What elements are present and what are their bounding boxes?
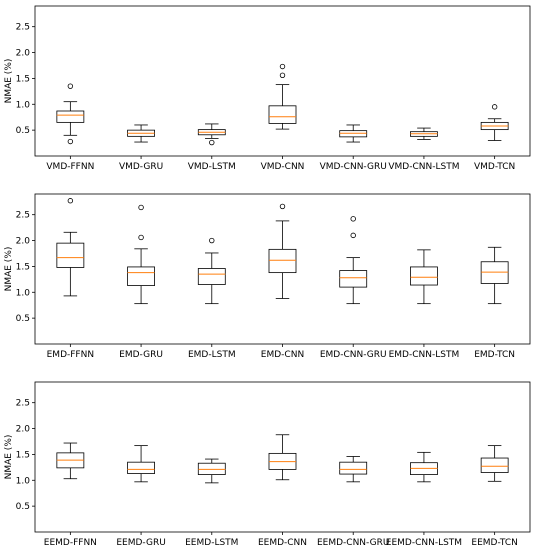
box-eemd-lstm xyxy=(197,458,226,484)
x-tick-label: EMD-GRU xyxy=(119,350,163,360)
outlier-point xyxy=(138,204,144,211)
box-emd-cnn-gru xyxy=(339,216,368,305)
outlier-point xyxy=(209,237,215,244)
y-axis-label: NMAE (%) xyxy=(4,59,14,104)
x-tick-label: EMD-CNN xyxy=(261,350,304,360)
box-vmd-lstm xyxy=(197,123,226,146)
x-tick-label: EMD-FFNN xyxy=(47,350,94,360)
box-vmd-ffnn xyxy=(56,83,85,145)
iqr-box xyxy=(410,266,438,286)
x-tick-label: EEMD-GRU xyxy=(116,538,165,548)
iqr-box xyxy=(127,266,155,286)
y-tick-label: 1.5 xyxy=(16,450,30,460)
y-tick-label: 0.5 xyxy=(16,314,30,324)
x-tick-label: EEMD-LSTM xyxy=(185,538,238,548)
y-tick-label: 0.5 xyxy=(16,502,30,512)
x-tick-label: EMD-TCN xyxy=(474,350,515,360)
iqr-box xyxy=(339,270,368,288)
plot-frame xyxy=(34,193,531,345)
x-tick-label: EEMD-CNN xyxy=(258,538,307,548)
x-tick-label: VMD-TCN xyxy=(474,162,515,172)
x-tick-label: EMD-CNN-LSTM xyxy=(389,350,460,360)
iqr-box xyxy=(480,457,509,473)
box-vmd-cnn-lstm xyxy=(410,127,438,140)
y-tick-label: 1.0 xyxy=(16,476,31,486)
iqr-box xyxy=(127,461,155,474)
iqr-box xyxy=(268,105,297,124)
x-tick-label: EEMD-TCN xyxy=(471,538,517,548)
outlier-point xyxy=(67,138,74,145)
x-tick-label: VMD-CNN-GRU xyxy=(320,162,387,172)
outlier-point xyxy=(67,198,74,204)
plot-frame xyxy=(34,381,531,533)
y-tick-label: 1.0 xyxy=(16,100,31,110)
outlier-point xyxy=(138,234,144,241)
box-emd-cnn-lstm xyxy=(410,249,438,305)
y-tick-label: 0.5 xyxy=(16,126,30,136)
y-axis-label: NMAE (%) xyxy=(4,247,14,292)
iqr-box xyxy=(339,461,368,475)
y-tick-label: 1.5 xyxy=(16,262,30,272)
y-tick-label: 2.5 xyxy=(16,399,30,409)
boxplot-panel-2: 0.5 1.0 1.5 2.0 2.5 NMAE (%) EMD-FFNN EMD-GRU EM… xyxy=(4,193,531,360)
boxplot-panel-3: 0.5 1.0 1.5 2.0 2.5 NMAE (%) EEMD-FFNN EEMD-GRU… xyxy=(4,381,531,548)
boxplot-panel-1: 0.5 1.0 1.5 2.0 2.5 NMAE (%) VMD-FFNN VMD-GRU VM… xyxy=(4,5,531,172)
x-tick-label: EEMD-CNN-LSTM xyxy=(386,538,462,548)
y-axis-label: NMAE (%) xyxy=(4,435,14,480)
box-emd-ffnn xyxy=(56,198,85,297)
outlier-point xyxy=(350,216,356,222)
x-tick-label: VMD-FFNN xyxy=(46,162,94,172)
box-eemd-cnn-gru xyxy=(339,456,368,483)
iqr-box xyxy=(56,110,85,123)
box-eemd-ffnn xyxy=(56,442,85,480)
x-tick-label: EEMD-CNN-GRU xyxy=(317,538,389,548)
box-eemd-cnn-lstm xyxy=(410,451,438,483)
iqr-box xyxy=(197,462,226,475)
y-tick-label: 2.0 xyxy=(16,237,31,247)
y-tick-label: 1.5 xyxy=(16,74,30,84)
x-tick-label: EEMD-FFNN xyxy=(44,538,97,548)
box-vmd-tcn xyxy=(480,104,509,141)
x-tick-label: VMD-LSTM xyxy=(188,162,236,172)
y-tick-label: 2.5 xyxy=(16,23,30,33)
box-eemd-tcn xyxy=(480,445,509,482)
iqr-box xyxy=(56,242,85,268)
box-emd-lstm xyxy=(197,237,226,305)
x-tick-label: EMD-LSTM xyxy=(188,350,236,360)
x-tick-label: VMD-GRU xyxy=(119,162,163,172)
outlier-point xyxy=(279,63,286,70)
outlier-point xyxy=(67,83,74,89)
box-emd-tcn xyxy=(480,246,509,305)
iqr-box xyxy=(339,130,368,138)
plot-frame xyxy=(34,5,531,157)
box-vmd-gru xyxy=(127,124,155,143)
outlier-point xyxy=(491,104,498,110)
y-tick-label: 2.0 xyxy=(16,49,31,59)
iqr-box xyxy=(480,261,509,284)
x-tick-label: VMD-CNN-LSTM xyxy=(388,162,459,172)
x-tick-label: VMD-CNN xyxy=(261,162,305,172)
box-vmd-cnn-gru xyxy=(339,124,368,143)
outlier-point xyxy=(279,72,286,79)
box-emd-cnn xyxy=(268,203,297,299)
box-vmd-cnn xyxy=(268,63,297,130)
y-tick-label: 2.0 xyxy=(16,425,31,435)
iqr-box xyxy=(268,248,297,274)
outlier-point xyxy=(350,232,356,239)
y-tick-label: 1.0 xyxy=(16,288,31,298)
box-emd-gru xyxy=(127,204,155,305)
outlier-point xyxy=(209,139,215,146)
iqr-box xyxy=(197,268,226,285)
y-tick-label: 2.5 xyxy=(16,211,30,221)
box-eemd-cnn xyxy=(268,434,297,481)
x-tick-label: EMD-CNN-GRU xyxy=(320,350,387,360)
box-eemd-gru xyxy=(127,445,155,483)
outlier-point xyxy=(279,203,286,210)
